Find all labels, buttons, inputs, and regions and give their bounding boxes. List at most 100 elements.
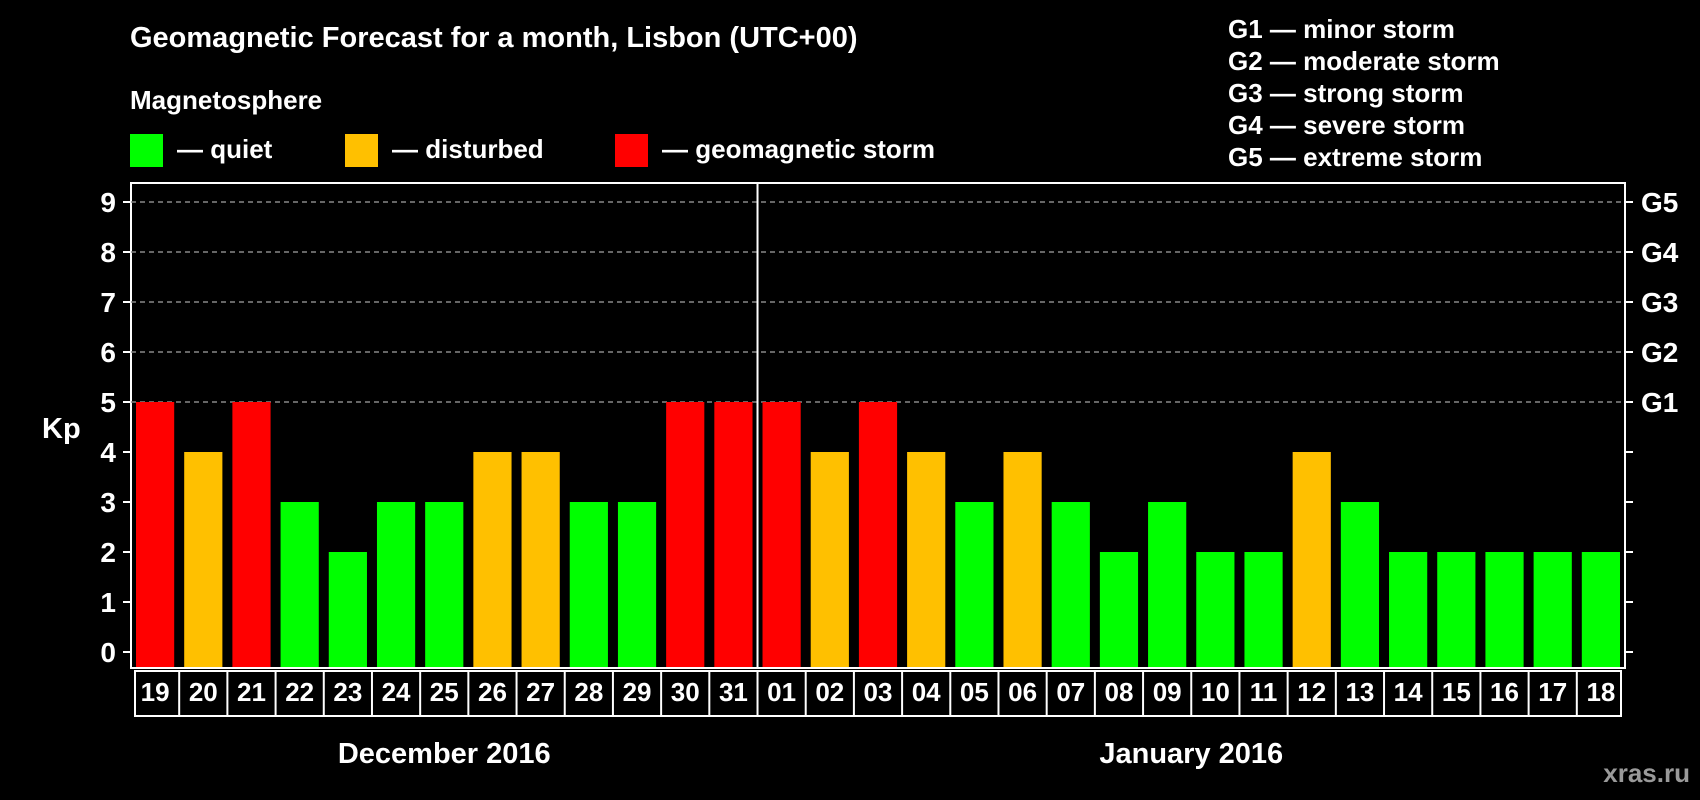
bar — [473, 452, 512, 667]
bar — [1051, 502, 1090, 667]
x-tick-label: 18 — [1586, 677, 1615, 707]
month-label: January 2016 — [1099, 738, 1283, 770]
bar — [1340, 502, 1380, 667]
y-tick-label: 4 — [100, 437, 116, 468]
bar — [1389, 552, 1428, 667]
bar — [184, 452, 223, 667]
bar — [1485, 552, 1524, 667]
bar — [1292, 452, 1331, 667]
bar — [1533, 552, 1572, 667]
x-tick-label: 08 — [1105, 677, 1134, 707]
bar — [1003, 452, 1042, 667]
bar — [907, 452, 946, 667]
g-level-label: G3 — [1641, 287, 1678, 318]
bar — [136, 402, 175, 667]
y-tick-label: 6 — [100, 337, 116, 368]
bar — [858, 402, 898, 667]
bar — [1148, 502, 1187, 667]
bar — [1196, 552, 1235, 667]
storm-scale-item: G5 — extreme storm — [1228, 142, 1482, 172]
x-tick-label: 10 — [1201, 677, 1230, 707]
bar — [232, 402, 271, 667]
y-tick-label: 7 — [100, 287, 116, 318]
x-tick-label: 22 — [285, 677, 314, 707]
storm-scale-item: G1 — minor storm — [1228, 14, 1455, 44]
bar — [521, 452, 560, 667]
bar — [376, 502, 416, 667]
bar — [280, 502, 319, 667]
x-tick-label: 29 — [623, 677, 652, 707]
g-level-label: G4 — [1641, 237, 1679, 268]
y-tick-label: 3 — [100, 487, 116, 518]
x-tick-label: 30 — [671, 677, 700, 707]
bar — [425, 502, 464, 667]
bar — [1437, 552, 1476, 667]
y-tick-label: 2 — [100, 537, 116, 568]
g-level-label: G5 — [1641, 187, 1678, 218]
plot-frame — [130, 182, 1626, 669]
bar — [666, 402, 705, 667]
bar — [714, 402, 753, 667]
x-tick-label: 11 — [1250, 677, 1278, 707]
bar — [569, 502, 608, 667]
x-tick-label: 20 — [189, 677, 218, 707]
x-tick-label: 19 — [141, 677, 170, 707]
legend: — quiet — disturbed — geomagnetic storm — [130, 134, 935, 167]
x-tick-label: 07 — [1056, 677, 1085, 707]
x-tick-label: 09 — [1153, 677, 1182, 707]
legend-heading: Magnetosphere — [130, 85, 322, 115]
month-label: December 2016 — [338, 738, 551, 770]
y-tick-label: 5 — [100, 387, 116, 418]
y-axis-label: Kp — [42, 413, 81, 445]
x-tick-label: 16 — [1490, 677, 1519, 707]
legend-swatch — [615, 134, 648, 167]
x-tick-label: 28 — [574, 677, 603, 707]
x-tick-label: 03 — [864, 677, 893, 707]
g-level-label: G2 — [1641, 337, 1678, 368]
day-label-strip — [134, 670, 1622, 717]
y-tick-label: 8 — [100, 237, 116, 268]
bar — [955, 502, 994, 667]
x-tick-label: 04 — [912, 677, 941, 707]
y-tick-label: 1 — [100, 587, 116, 618]
legend-swatch — [130, 134, 163, 167]
x-tick-label: 13 — [1345, 677, 1374, 707]
g-level-label: G1 — [1641, 387, 1678, 418]
bar — [810, 452, 849, 667]
watermark: xras.ru — [1603, 758, 1690, 788]
x-tick-label: 31 — [719, 677, 748, 707]
chart-title: Geomagnetic Forecast for a month, Lisbon… — [130, 22, 858, 54]
y-tick-label: 0 — [100, 637, 116, 668]
x-tick-label: 25 — [430, 677, 459, 707]
bar — [617, 502, 657, 667]
x-tick-label: 06 — [1008, 677, 1037, 707]
legend-label: — quiet — [177, 134, 273, 164]
x-tick-label: 12 — [1297, 677, 1326, 707]
legend-swatch — [345, 134, 378, 167]
storm-scale-item: G3 — strong storm — [1228, 78, 1463, 108]
x-tick-label: 01 — [767, 677, 796, 707]
storm-scale-item: G2 — moderate storm — [1228, 46, 1500, 76]
bar — [328, 552, 367, 667]
bar — [1244, 552, 1283, 667]
bar — [1099, 552, 1139, 667]
x-tick-label: 02 — [815, 677, 844, 707]
y-tick-label: 9 — [100, 187, 116, 218]
legend-label: — disturbed — [392, 134, 544, 164]
bar — [762, 402, 801, 667]
storm-scale-item: G4 — severe storm — [1228, 110, 1465, 140]
x-tick-label: 14 — [1394, 677, 1423, 707]
x-tick-label: 17 — [1538, 677, 1567, 707]
x-tick-label: 15 — [1442, 677, 1471, 707]
x-tick-label: 27 — [526, 677, 555, 707]
x-tick-label: 05 — [960, 677, 989, 707]
bar — [1581, 552, 1620, 667]
x-tick-label: 21 — [237, 677, 266, 707]
x-tick-label: 24 — [382, 677, 411, 707]
x-tick-label: 23 — [333, 677, 362, 707]
x-tick-label: 26 — [478, 677, 507, 707]
legend-label: — geomagnetic storm — [662, 134, 935, 164]
